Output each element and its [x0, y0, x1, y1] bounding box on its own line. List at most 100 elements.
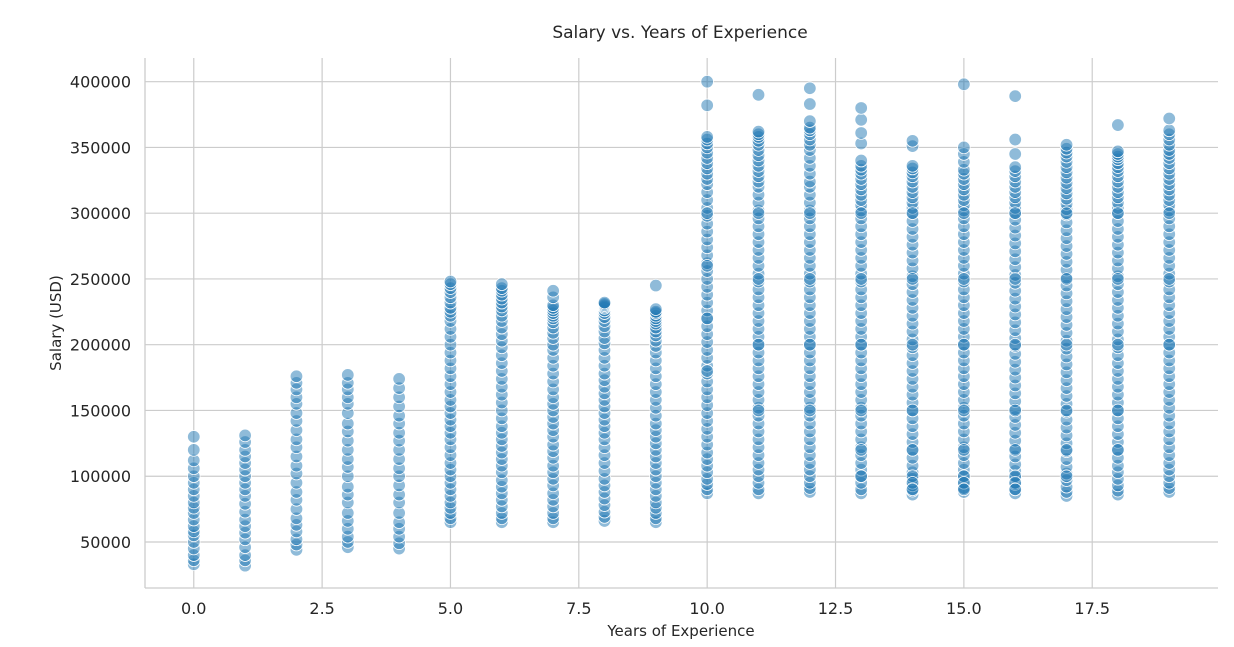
data-point	[1059, 337, 1074, 352]
x-tick-label: 10.0	[689, 599, 725, 618]
data-point	[803, 337, 817, 352]
data-point	[957, 140, 971, 155]
data-point	[803, 403, 817, 418]
data-point	[238, 428, 252, 443]
data-point	[803, 81, 817, 95]
data-point	[187, 430, 201, 444]
y-tick-label: 300000	[70, 204, 131, 223]
data-point	[854, 403, 868, 418]
data-point	[700, 206, 714, 220]
data-point	[1111, 337, 1125, 352]
data-point	[649, 302, 663, 316]
scatter-points	[187, 74, 1176, 573]
data-point	[597, 295, 612, 310]
gridlines	[145, 58, 1218, 588]
data-point	[1111, 443, 1125, 457]
data-point	[1008, 443, 1022, 457]
data-point	[905, 134, 920, 148]
data-point	[1162, 206, 1176, 220]
data-point	[854, 469, 868, 483]
data-point	[1162, 111, 1176, 126]
data-point	[1111, 118, 1125, 132]
data-point	[1008, 132, 1022, 147]
data-point	[854, 153, 868, 168]
data-point	[1059, 206, 1074, 220]
data-point	[700, 364, 714, 378]
data-point	[495, 277, 509, 291]
axis-spines	[144, 58, 1218, 589]
y-tick-label: 50000	[80, 533, 131, 552]
x-tick-label: 15.0	[946, 599, 982, 618]
x-tick-label: 0.0	[181, 599, 206, 618]
data-point	[854, 272, 868, 286]
data-point	[1162, 337, 1176, 352]
data-point	[803, 272, 817, 286]
data-point	[905, 482, 920, 497]
data-point	[905, 206, 920, 220]
data-point	[1162, 272, 1176, 286]
data-point	[1008, 160, 1022, 174]
data-point	[854, 337, 868, 352]
data-point	[751, 124, 766, 139]
data-point	[803, 114, 817, 128]
data-point	[751, 88, 766, 102]
data-point	[957, 206, 971, 220]
data-point	[700, 130, 714, 144]
data-point	[1111, 144, 1125, 159]
data-point	[1059, 443, 1074, 457]
data-point	[905, 443, 920, 457]
y-tick-label: 100000	[70, 467, 131, 486]
data-point	[1008, 272, 1022, 286]
x-axis-label: Years of Experience	[606, 622, 754, 640]
data-point	[392, 372, 406, 386]
data-point	[854, 206, 868, 220]
data-point	[854, 113, 868, 127]
y-tick-label: 350000	[70, 138, 131, 157]
data-point	[1059, 469, 1074, 483]
data-point	[1059, 403, 1074, 418]
x-tick-labels: 0.0 2.5 5.0 7.5 10.0 12.5 15.0 17.5	[181, 599, 1110, 618]
y-axis-label: Salary (USD)	[47, 275, 65, 371]
data-point	[854, 443, 868, 457]
data-point	[1059, 138, 1074, 152]
data-point	[1059, 272, 1074, 286]
x-tick-label: 2.5	[309, 599, 334, 618]
data-point	[700, 311, 714, 326]
data-point	[1162, 123, 1176, 138]
data-point	[803, 97, 817, 111]
data-point	[546, 284, 560, 298]
data-point	[700, 98, 714, 113]
data-point	[905, 403, 920, 418]
data-point	[957, 482, 971, 497]
data-point	[957, 403, 971, 418]
y-tick-label: 150000	[70, 401, 131, 420]
y-tick-labels: 50000 100000 150000 200000 250000 300000 35000…	[70, 73, 131, 552]
data-point	[751, 337, 766, 352]
data-point	[905, 272, 920, 286]
data-point	[957, 272, 971, 286]
data-point	[649, 278, 663, 293]
data-point	[700, 74, 714, 89]
data-point	[289, 369, 304, 383]
data-point	[1008, 403, 1022, 418]
x-tick-label: 17.5	[1074, 599, 1110, 618]
data-point	[1111, 272, 1125, 286]
data-point	[341, 368, 355, 382]
y-tick-label: 400000	[70, 73, 131, 92]
data-point	[1111, 206, 1125, 220]
x-tick-label: 7.5	[566, 599, 591, 618]
data-point	[187, 443, 201, 457]
data-point	[803, 206, 817, 220]
x-tick-label: 5.0	[438, 599, 463, 618]
data-point	[854, 101, 868, 115]
data-point	[751, 272, 766, 286]
y-tick-label: 250000	[70, 270, 131, 289]
data-point	[751, 206, 766, 220]
x-tick-label: 12.5	[818, 599, 854, 618]
data-point	[443, 274, 458, 289]
data-point	[1008, 337, 1022, 352]
data-point	[957, 337, 971, 352]
data-point	[905, 159, 920, 173]
data-point	[700, 259, 714, 273]
data-point	[905, 337, 920, 352]
